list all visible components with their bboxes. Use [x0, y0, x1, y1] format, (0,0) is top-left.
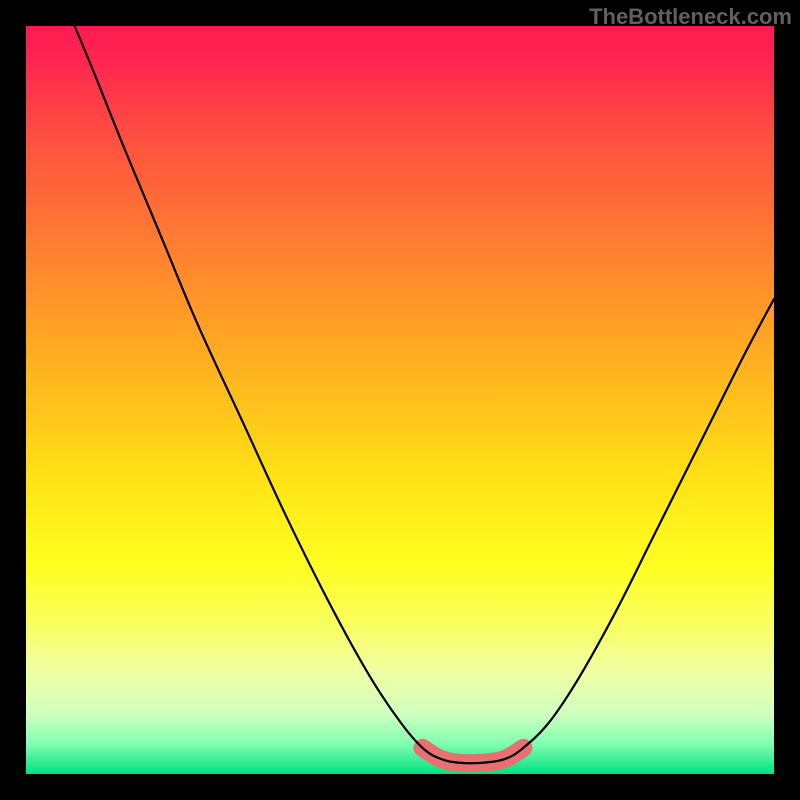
gradient-background: [26, 26, 774, 774]
chart-svg: [0, 0, 800, 800]
bottleneck-chart: TheBottleneck.com: [0, 0, 800, 800]
watermark-text: TheBottleneck.com: [589, 4, 792, 30]
